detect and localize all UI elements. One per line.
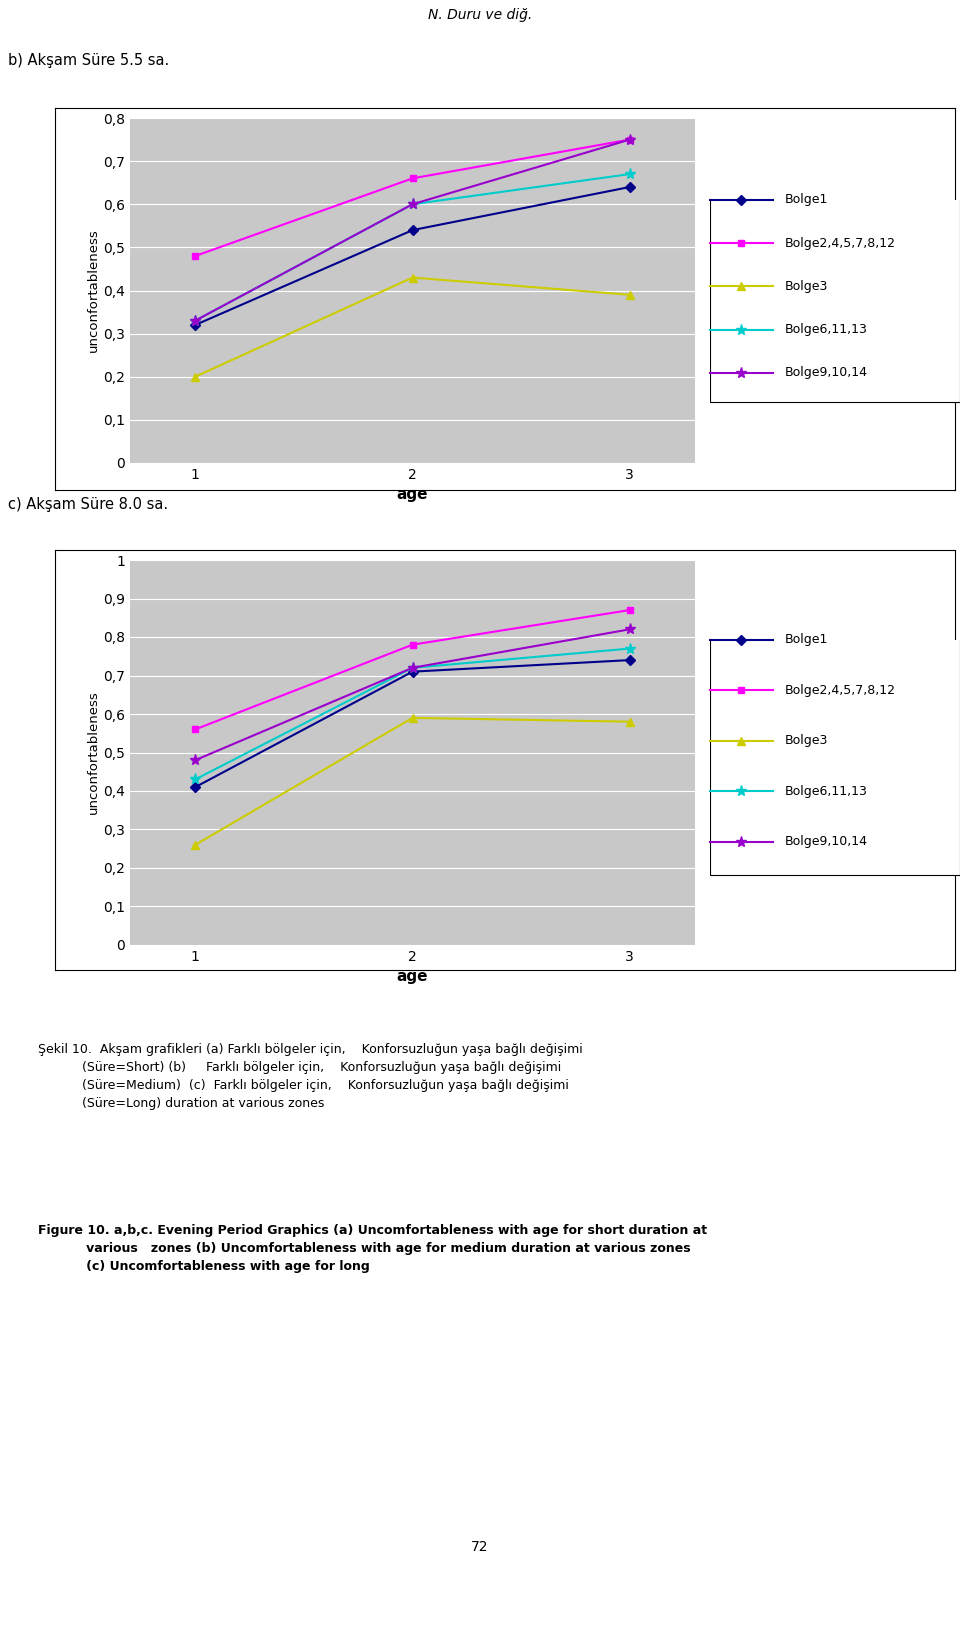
Bolge9,10,14 xyxy=(624,620,636,639)
Bolge9,10,14 xyxy=(407,657,419,677)
Bolge3 xyxy=(624,285,636,305)
Bolge3 xyxy=(189,834,201,854)
Bolge6,11,13 xyxy=(407,657,419,677)
Line: Bolge1: Bolge1 xyxy=(192,184,634,328)
Text: Bolge1: Bolge1 xyxy=(785,634,828,646)
Text: Bolge9,10,14: Bolge9,10,14 xyxy=(785,836,868,847)
Bolge1 xyxy=(189,315,201,334)
Bolge6,11,13 xyxy=(624,164,636,184)
Line: Bolge1: Bolge1 xyxy=(192,657,634,790)
Bolge1 xyxy=(189,777,201,797)
Bolge2,4,5,7,8,12 xyxy=(624,600,636,620)
Line: Bolge3: Bolge3 xyxy=(191,713,634,849)
Bolge6,11,13 xyxy=(189,770,201,790)
Bolge9,10,14 xyxy=(624,129,636,149)
Bolge6,11,13 xyxy=(189,311,201,331)
Text: Bolge6,11,13: Bolge6,11,13 xyxy=(785,323,868,336)
X-axis label: age: age xyxy=(396,487,428,503)
Text: 72: 72 xyxy=(471,1541,489,1554)
Bolge3 xyxy=(407,267,419,287)
Text: Bolge6,11,13: Bolge6,11,13 xyxy=(785,785,868,798)
Line: Bolge6,11,13: Bolge6,11,13 xyxy=(190,642,636,785)
Line: Bolge9,10,14: Bolge9,10,14 xyxy=(190,624,636,765)
Bolge1 xyxy=(624,651,636,670)
Bolge9,10,14 xyxy=(189,751,201,770)
Text: Bolge2,4,5,7,8,12: Bolge2,4,5,7,8,12 xyxy=(785,683,896,697)
Bolge1 xyxy=(407,662,419,682)
Bolge2,4,5,7,8,12 xyxy=(407,634,419,654)
Bolge1 xyxy=(624,177,636,197)
Text: c) Akşam Süre 8.0 sa.: c) Akşam Süre 8.0 sa. xyxy=(8,498,168,513)
Bolge2,4,5,7,8,12 xyxy=(189,246,201,266)
Bolge3 xyxy=(624,711,636,731)
Bolge9,10,14 xyxy=(407,195,419,215)
Text: Bolge3: Bolge3 xyxy=(785,734,828,747)
Line: Bolge6,11,13: Bolge6,11,13 xyxy=(190,169,636,326)
Text: Bolge1: Bolge1 xyxy=(785,193,828,207)
X-axis label: age: age xyxy=(396,969,428,985)
Bolge3 xyxy=(407,708,419,728)
Y-axis label: unconfortableness: unconfortableness xyxy=(87,690,101,815)
Bolge9,10,14 xyxy=(189,311,201,331)
Text: Figure 10. a,b,c. Evening Period Graphics (a) Uncomfortableness with age for sho: Figure 10. a,b,c. Evening Period Graphic… xyxy=(38,1224,708,1274)
Text: Şekil 10.  Akşam grafikleri (a) Farklı bölgeler için,    Konforsuzluğun yaşa bağ: Şekil 10. Akşam grafikleri (a) Farklı bö… xyxy=(38,1042,583,1110)
Text: N. Duru ve diğ.: N. Duru ve diğ. xyxy=(428,8,532,21)
Bolge2,4,5,7,8,12 xyxy=(407,169,419,188)
Bolge2,4,5,7,8,12 xyxy=(624,129,636,149)
Bolge1 xyxy=(407,220,419,239)
Line: Bolge2,4,5,7,8,12: Bolge2,4,5,7,8,12 xyxy=(192,136,634,259)
Line: Bolge2,4,5,7,8,12: Bolge2,4,5,7,8,12 xyxy=(192,606,634,733)
Bolge6,11,13 xyxy=(407,195,419,215)
Line: Bolge9,10,14: Bolge9,10,14 xyxy=(190,134,636,326)
Bolge3 xyxy=(189,367,201,387)
Text: Bolge3: Bolge3 xyxy=(785,280,828,293)
Text: b) Akşam Süre 5.5 sa.: b) Akşam Süre 5.5 sa. xyxy=(8,52,169,67)
Line: Bolge3: Bolge3 xyxy=(191,274,634,380)
Bolge6,11,13 xyxy=(624,639,636,659)
Text: Bolge9,10,14: Bolge9,10,14 xyxy=(785,365,868,379)
Bolge2,4,5,7,8,12 xyxy=(189,720,201,739)
Y-axis label: unconfortableness: unconfortableness xyxy=(87,228,101,352)
Text: Bolge2,4,5,7,8,12: Bolge2,4,5,7,8,12 xyxy=(785,236,896,249)
